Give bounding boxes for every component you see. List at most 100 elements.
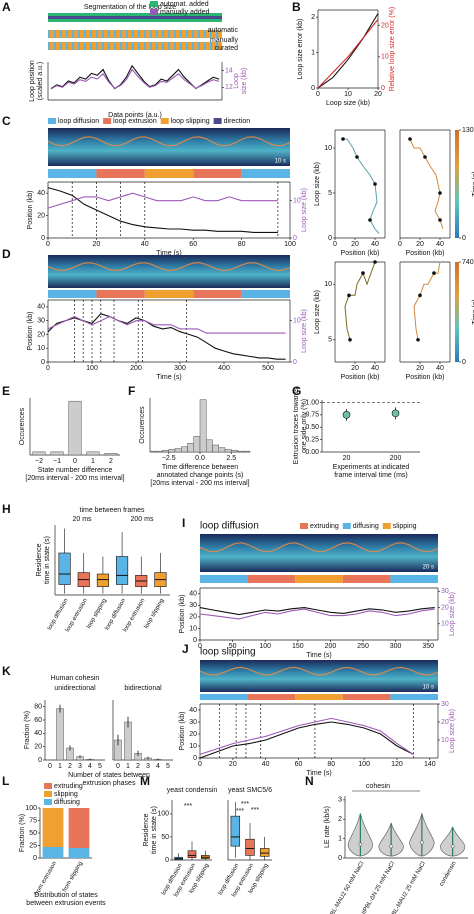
legend-label: diffusing: [353, 523, 379, 530]
colorbar-tick-label: 740: [462, 259, 474, 266]
point: [391, 409, 400, 418]
x-axis-label: Position (kb): [406, 374, 445, 381]
series-line: [47, 313, 286, 360]
category-label: 3: [146, 763, 150, 770]
x-tick-label: 20: [351, 365, 359, 372]
category-label: loop slipping: [86, 598, 108, 630]
histogram-bar: [181, 446, 188, 453]
category-label: 5: [166, 763, 170, 770]
legend-label: manually added: [160, 9, 210, 16]
legend-swatch: [160, 118, 169, 124]
x-axis-label: Time (s): [156, 250, 181, 257]
y-tick-label: 30: [189, 719, 197, 726]
state-segment: [295, 694, 343, 700]
y2-axis-label: Loop size (kb): [301, 188, 308, 232]
series-line: [47, 187, 278, 233]
histogram-bar: [174, 448, 182, 453]
x-tick-label: 0: [198, 761, 202, 768]
stacked-bar: [42, 808, 64, 847]
histogram-bar: [206, 439, 213, 453]
category-label: −2: [35, 458, 43, 465]
y2-axis-label: Loop size (kb): [449, 592, 456, 636]
stacked-bar: [68, 808, 90, 848]
panel-suptitle: Human cohesin: [51, 675, 100, 682]
y2-tick-label: 10: [381, 54, 389, 61]
category-label: 2: [68, 763, 72, 770]
y-tick-label: 5: [328, 337, 332, 344]
histogram-bar: [162, 450, 169, 453]
histogram-bar: [212, 444, 219, 453]
x-tick-label: 50: [229, 643, 237, 650]
x-axis-label: between extrusion events: [26, 900, 106, 907]
kymograph: [48, 128, 290, 166]
series-line: [317, 13, 379, 89]
x-tick-label: 80: [327, 761, 335, 768]
x-tick-label: 140: [424, 761, 436, 768]
series-line: [199, 607, 435, 616]
y-axis-label: LE rate (kb/s): [324, 806, 331, 848]
y-axis-label: Occurences: [19, 407, 26, 445]
x-axis-label: Distribution of states: [34, 892, 98, 899]
x-axis-label: frame interval time (ms): [334, 472, 408, 479]
y2-tick-label: 0: [293, 359, 297, 366]
y2-tick-label: 30: [441, 701, 449, 708]
y2-tick-label: 10: [441, 621, 449, 628]
y-axis-label: Loop size (kb): [314, 290, 321, 334]
legend-label: slipping: [54, 791, 78, 798]
x-tick-label: 40: [262, 761, 270, 768]
x-axis-label: Experiments at indicated: [333, 464, 410, 471]
panel-title: loop slipping: [200, 647, 256, 658]
trajectory-point: [361, 271, 365, 275]
y-tick-label: 5: [328, 190, 332, 197]
violin-median: [358, 842, 363, 847]
annotation: curated: [215, 45, 238, 52]
x-tick-label: 60: [295, 761, 303, 768]
category-label: 4: [88, 763, 92, 770]
legend-label: diffusing: [54, 799, 80, 806]
y-tick-label: 0: [33, 855, 37, 862]
x-tick-label: 0: [333, 241, 337, 248]
y-axis-label: Loop size error (kb): [297, 19, 304, 80]
colorbar-label: Time (s): [472, 171, 474, 196]
panel-letter: N: [305, 774, 314, 788]
y-tick-label: 0: [165, 857, 169, 864]
category-label: condensin: [439, 861, 458, 888]
x-tick-label: 20: [416, 365, 424, 372]
y-tick-label: 0: [41, 235, 45, 242]
category-label: loop slipping: [144, 598, 166, 630]
y-tick-label: 3: [338, 797, 342, 804]
state-segment: [342, 575, 391, 583]
y-tick-label: 0: [328, 235, 332, 242]
kymograph-track: [199, 666, 439, 676]
category-label: 1: [126, 763, 130, 770]
legend-label: slipping: [393, 523, 417, 530]
y-axis-label: Residence: [36, 543, 43, 576]
y-tick-label: 40: [34, 730, 42, 737]
panel-letter: H: [2, 502, 11, 516]
y-tick-label: 10: [37, 345, 45, 352]
y-axis-label: Position (kb): [27, 312, 34, 351]
y-tick-label: 50: [29, 830, 37, 837]
y2-tick-label: 30: [441, 588, 449, 595]
box-body: [259, 848, 270, 857]
bar: [68, 400, 82, 456]
x-tick-label: 0.0: [195, 455, 205, 462]
kymograph-track: [199, 542, 439, 553]
legend-label: automat. added: [160, 1, 209, 8]
x-tick-label: 40: [141, 241, 149, 248]
panel-title: cohesin: [366, 783, 390, 790]
y-tick-label: 20: [189, 731, 197, 738]
legend-swatch: [103, 118, 112, 124]
panel-letter: C: [2, 114, 11, 128]
legend-label: loop extrusion: [113, 118, 157, 125]
state-segment: [241, 169, 290, 178]
y2-axis-label: Loop size (kb): [449, 709, 456, 753]
y-axis-label: Position (kb): [179, 595, 186, 634]
y-tick-label: 0.50: [305, 424, 319, 431]
x-axis-label: Loop size (kb): [326, 100, 370, 107]
x-tick-label: 2.5: [226, 455, 236, 462]
series-line: [199, 608, 435, 620]
y-tick-label: 20: [34, 744, 42, 751]
kymo-scale: 20 s: [423, 565, 434, 571]
panel-title: yeast condensin: [167, 787, 218, 794]
